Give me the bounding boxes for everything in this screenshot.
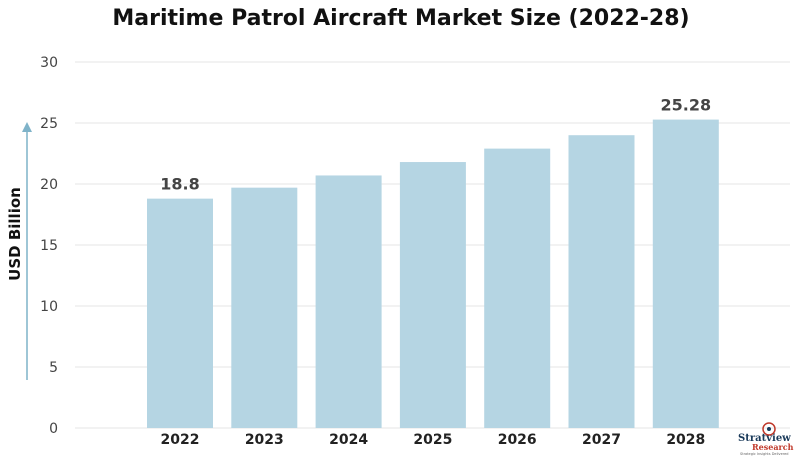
y-tick-label: 20 (40, 177, 58, 193)
x-tick-labels: 2022 2023 2024 2025 2026 2027 2028 (161, 432, 706, 448)
x-tick-label: 2025 (413, 432, 452, 448)
y-tick-label: 15 (40, 238, 58, 254)
globe-target-icon (762, 422, 776, 436)
y-axis-arrow (22, 122, 32, 380)
logo-text-line2: Research (752, 442, 794, 452)
y-tick-label: 5 (49, 360, 58, 376)
y-axis-arrow-head (22, 122, 32, 132)
x-tick-label: 2024 (329, 432, 368, 448)
bar-2024 (315, 175, 382, 428)
y-tick-label: 10 (40, 299, 58, 315)
y-axis-label: USD Billion (6, 187, 24, 281)
bar-2022 (147, 198, 213, 428)
bar-2027 (568, 135, 635, 428)
bar-2025 (399, 162, 466, 429)
y-tick-label: 25 (40, 116, 58, 132)
chart-title: Maritime Patrol Aircraft Market Size (20… (112, 6, 690, 31)
data-label: 25.28 (660, 96, 711, 115)
bars (147, 119, 719, 429)
y-tick-label: 0 (49, 421, 58, 437)
x-tick-label: 2026 (498, 432, 537, 448)
bar-2023 (231, 187, 298, 428)
logo-tagline: Strategic Insights Delivered (740, 452, 788, 456)
stratview-logo: Stratview Research Strategic Insights De… (736, 420, 798, 456)
x-tick-label: 2023 (245, 432, 284, 448)
y-tick-labels: 0 5 10 15 20 25 30 (40, 55, 58, 437)
data-label: 18.8 (160, 175, 199, 194)
x-tick-label: 2028 (666, 432, 705, 448)
x-tick-label: 2027 (582, 432, 621, 448)
logo-text-line1: Stratview (738, 433, 791, 444)
bar-2028 (652, 119, 719, 429)
x-tick-label: 2022 (161, 432, 200, 448)
data-labels: 18.8 25.28 (160, 96, 711, 194)
y-tick-label: 30 (40, 55, 58, 71)
bar-2026 (484, 148, 551, 428)
